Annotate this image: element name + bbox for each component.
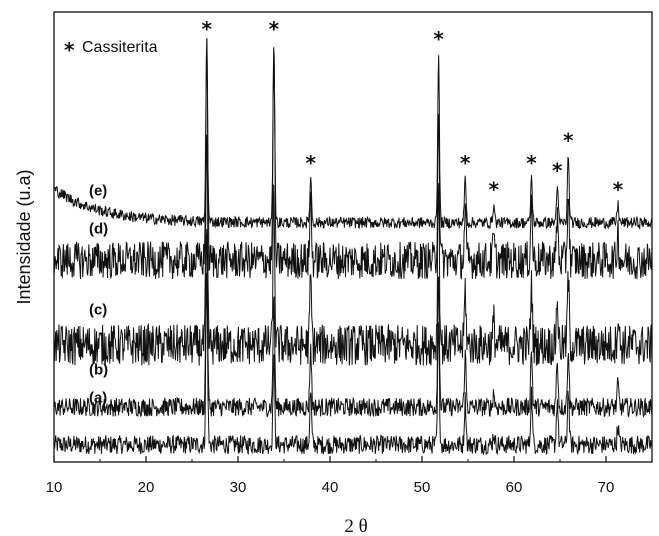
x-tick-label-1: 20	[138, 479, 155, 496]
x-tick-label-6: 70	[598, 479, 615, 496]
peak-marker-1: *	[269, 17, 280, 41]
series-line-0	[53, 273, 653, 456]
legend-marker: *	[64, 38, 75, 62]
peak-marker-9: *	[613, 177, 624, 201]
peak-marker-0: *	[201, 17, 212, 41]
series-label-2: (c)	[89, 301, 107, 318]
series-line-4	[53, 39, 653, 230]
series-labels: (a) (b) (c) (d) (e)	[89, 183, 108, 407]
x-axis-ticks: 10 20 30 40 50 60 70	[46, 456, 615, 496]
x-tick-label-0: 10	[46, 479, 63, 496]
plot-frame	[53, 11, 653, 463]
x-axis-label: 2 θ	[344, 516, 367, 536]
legend-label: Cassiterita	[82, 39, 158, 56]
series-curves	[53, 38, 653, 456]
x-tick-label-5: 60	[506, 479, 523, 496]
x-tick-label-2: 30	[230, 479, 247, 496]
peak-marker-2: *	[305, 151, 316, 175]
legend: * Cassiterita	[64, 38, 158, 62]
series-line-3	[53, 38, 653, 280]
series-label-3: (d)	[89, 220, 108, 237]
series-label-0: (a)	[89, 390, 107, 407]
series-line-1	[53, 229, 653, 419]
peak-markers: * ****** ***	[201, 17, 623, 201]
peak-marker-3: *	[433, 27, 444, 51]
peak-marker-6: *	[526, 151, 537, 175]
x-tick-label-4: 50	[414, 479, 431, 496]
y-axis-label: Intensidade (u.a)	[14, 169, 34, 304]
peak-marker-7: *	[552, 159, 563, 183]
x-tick-label-3: 40	[322, 479, 339, 496]
series-label-1: (b)	[89, 361, 108, 378]
peak-marker-4: *	[460, 151, 471, 175]
peak-marker-5: *	[489, 177, 500, 201]
series-line-2	[53, 134, 653, 366]
peak-marker-8: *	[563, 129, 574, 153]
series-label-4: (e)	[89, 183, 107, 200]
